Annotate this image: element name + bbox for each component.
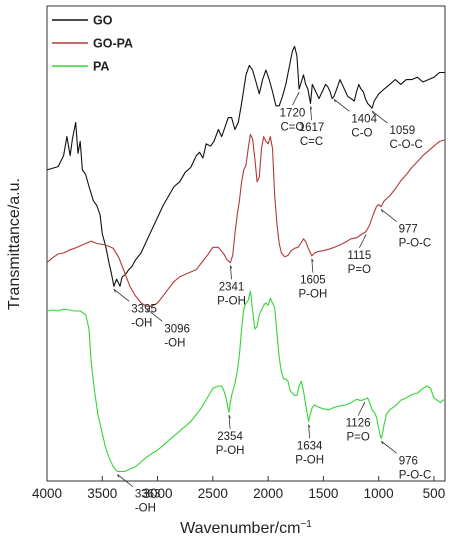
series-line-go <box>46 45 445 287</box>
annotation-label-3363: 3363 -OH <box>135 489 161 515</box>
annotation-arrow-3363 <box>117 474 134 487</box>
annotation-arrow-1634 <box>308 424 311 439</box>
annotation-label-1126: 1126 P=O <box>346 418 371 444</box>
series-line-pa <box>46 290 446 473</box>
annotation-arrowhead-1617 <box>310 106 313 110</box>
x-tick-label-4000: 4000 <box>32 486 62 501</box>
series-line-go-pa <box>46 133 446 307</box>
annotation-arrow-2341 <box>230 265 232 280</box>
x-tick-label-500: 500 <box>423 486 446 501</box>
x-axis-title: Wavenumber/cm−1 <box>180 519 312 537</box>
annotation-label-977: 977 P-O-C <box>399 224 432 250</box>
annotation-arrowhead-1634 <box>308 424 311 428</box>
annotation-arrow-1605 <box>311 258 314 273</box>
annotation-arrowhead-976 <box>380 441 384 445</box>
legend-label-go: GO <box>93 14 113 28</box>
annotation-arrowhead-1605 <box>311 258 314 263</box>
annotation-label-976: 976 P-O-C <box>399 455 432 481</box>
annotation-label-1059: 1059 C-O-C <box>390 125 423 151</box>
annotation-arrow-977 <box>380 209 397 222</box>
plot-frame <box>46 5 446 482</box>
annotation-label-3395: 3395 -OH <box>131 303 157 329</box>
x-tick-label-1000: 1000 <box>364 486 394 501</box>
x-tick-label-1500: 1500 <box>308 486 338 501</box>
annotation-arrowhead-1126 <box>362 402 366 406</box>
annotation-label-2354: 2354 P-OH <box>216 431 245 457</box>
annotation-arrow-1617 <box>310 106 312 121</box>
annotation-arrowhead-3096 <box>146 309 149 313</box>
annotation-arrowhead-1059 <box>371 110 375 115</box>
annotation-arrowhead-1115 <box>364 234 367 238</box>
x-tick-label-2500: 2500 <box>198 486 228 501</box>
annotation-label-1720: 1720 C=O <box>280 107 306 133</box>
annotation-arrowhead-3395 <box>113 289 116 293</box>
annotation-arrowhead-1720 <box>297 91 300 96</box>
annotation-arrow-976 <box>381 440 397 454</box>
x-tick-layer: 4000 3500 3000 2500 2000 1500 1000 500 <box>32 476 445 501</box>
annotation-label-1404: 1404 C-O <box>351 113 377 139</box>
annotation-arrowhead-2354 <box>228 414 231 419</box>
series-layer <box>46 45 446 473</box>
legend-label-go-pa: GO-PA <box>93 37 133 51</box>
annotation-label-1617: 1617 C=C <box>299 122 325 148</box>
annotation-arrow-1059 <box>371 110 388 124</box>
x-tick-label-3000: 3000 <box>143 486 173 501</box>
annotation-arrow-2354 <box>228 415 231 429</box>
legend: GO GO-PA PA <box>52 14 133 74</box>
annotation-arrow-3096 <box>146 308 163 322</box>
annotation-label-1634: 1634 P-OH <box>295 440 324 466</box>
annotation-arrow-1404 <box>333 98 350 112</box>
x-tick-label-3500: 3500 <box>87 486 117 501</box>
legend-label-pa: PA <box>93 60 109 74</box>
annotation-arrowhead-1404 <box>333 99 336 103</box>
annotation-label-2341: 2341 P-OH <box>217 281 246 307</box>
y-axis-title: Transmittance/a.u. <box>6 178 23 310</box>
annotation-arrowhead-3363 <box>117 474 120 478</box>
annotation-label-1115: 1115 P=O <box>347 250 371 276</box>
annotation-arrowhead-2341 <box>230 265 233 269</box>
annotation-label-1605: 1605 P-OH <box>299 275 328 301</box>
x-tick-label-2000: 2000 <box>253 486 283 501</box>
annotation-label-3096: 3096 -OH <box>164 323 190 349</box>
annotation-arrowhead-977 <box>380 209 384 213</box>
annotation-arrow-3395 <box>113 288 130 302</box>
